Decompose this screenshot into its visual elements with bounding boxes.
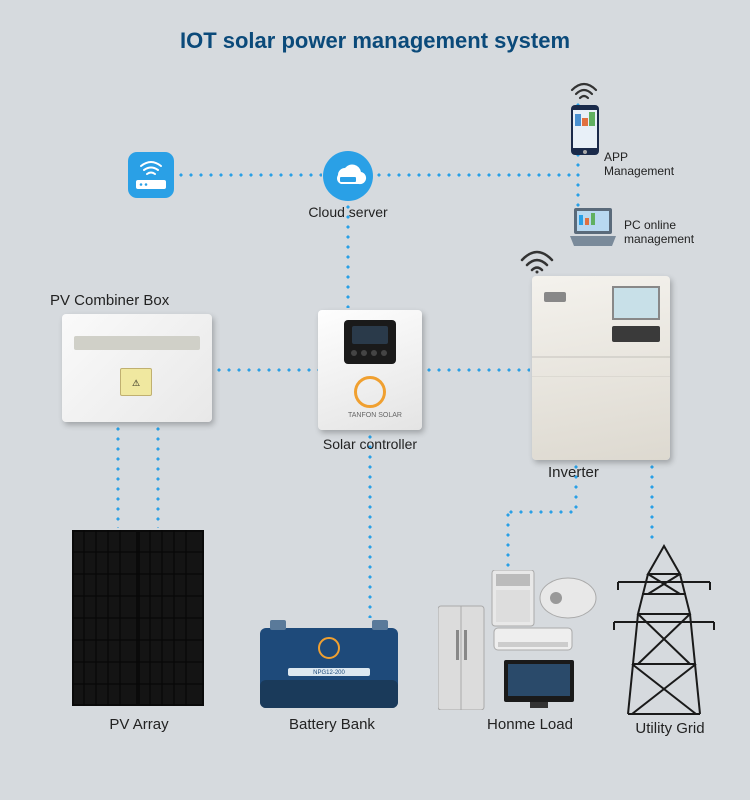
battery-label: Battery Bank (272, 716, 392, 733)
inverter-label: Inverter (548, 464, 648, 481)
battery-bank: NPG12-200 (258, 620, 400, 710)
edge-controller-battery (368, 432, 372, 618)
edge-cloud-apppc (374, 173, 576, 177)
pc-label: PC online management (624, 218, 714, 246)
edge-router-cloud (176, 173, 322, 177)
edge-controller-inverter (424, 368, 530, 372)
home-load (438, 570, 598, 710)
combiner-label: PV Combiner Box (50, 292, 220, 309)
edge-combiner-controller (214, 368, 318, 372)
app-phone-icon (570, 104, 600, 156)
pvarray-label: PV Array (84, 716, 194, 733)
pc-laptop-icon (568, 206, 618, 250)
edge-inverter-homeload-v2 (506, 510, 510, 568)
page-title: IOT solar power management system (0, 28, 750, 54)
solar-controller: TANFON SOLAR (318, 310, 422, 430)
inverter (532, 276, 670, 460)
controller-label: Solar controller (300, 436, 440, 452)
pv-combiner-box: ⚠ (62, 314, 212, 422)
cloud-server-icon (323, 151, 373, 201)
pv-array (72, 530, 204, 706)
cloud-server-label: Cloud server (298, 204, 398, 220)
router-icon (128, 152, 174, 198)
wifi-icon-app (570, 80, 598, 100)
utility-grid-tower (610, 544, 718, 716)
svg-text:NPG12-200: NPG12-200 (313, 670, 345, 676)
app-label: APP Management (604, 150, 694, 178)
edge-combiner-pvarray-b (156, 424, 160, 528)
homeload-label: Honme Load (470, 716, 590, 733)
edge-combiner-pvarray-a (116, 424, 120, 528)
edge-inverter-homeload-h (506, 510, 576, 514)
wifi-icon-inverter (520, 248, 554, 274)
grid-label: Utility Grid (620, 720, 720, 737)
edge-inverter-grid (650, 462, 654, 542)
